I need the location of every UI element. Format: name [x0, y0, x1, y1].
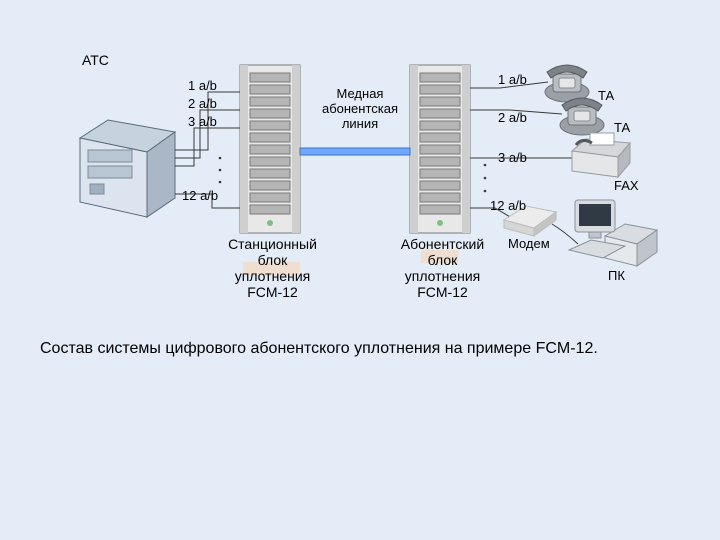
right-line-12: 12 a/b [490, 198, 526, 213]
ta2-label: ТА [614, 120, 630, 135]
ats-server-icon [80, 120, 175, 217]
caption-text: Состав системы цифрового абонентского уп… [40, 340, 598, 358]
subscriber-block-label: Абонентский блок уплотнения FCM-12 [395, 236, 490, 300]
pc-icon [569, 200, 657, 266]
diagram-stage: { "caption":"Состав системы цифрового аб… [0, 0, 720, 540]
left-line-3: 3 a/b [188, 114, 217, 129]
fax-icon [572, 133, 630, 177]
left-line-1: 1 a/b [188, 78, 217, 93]
phone1-icon [545, 65, 589, 102]
station-block-label: Станционный блок уплотнения FCM-12 [225, 236, 320, 300]
right-line-3: 3 a/b [498, 150, 527, 165]
copper-line-label: Медная абонентская линия [320, 86, 400, 131]
phone2-icon [560, 98, 604, 135]
modem-label: Модем [508, 236, 550, 251]
station-rack-icon [240, 65, 300, 233]
ta1-label: ТА [598, 88, 614, 103]
right-line-1: 1 a/b [498, 72, 527, 87]
right-line-2: 2 a/b [498, 110, 527, 125]
left-line-2: 2 a/b [188, 96, 217, 111]
pc-label: ПК [608, 268, 625, 283]
copper-link [300, 148, 410, 155]
left-line-12: 12 a/b [182, 188, 218, 203]
fax-label: FAX [614, 178, 639, 193]
ats-label: АТС [82, 52, 109, 68]
subscriber-rack-icon [410, 65, 470, 233]
